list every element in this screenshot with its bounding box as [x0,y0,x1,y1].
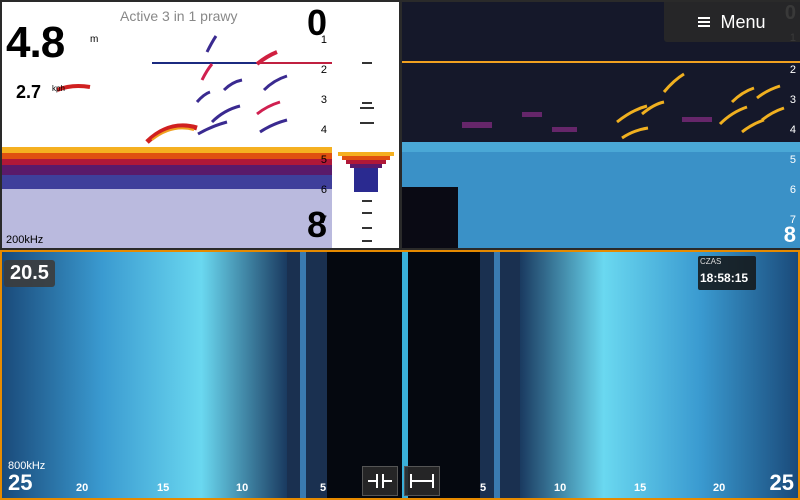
right-scale-tick: 15 [634,482,647,494]
depth-scale-tick: 6 [320,184,327,196]
sidescan-depth-readout: 20.5 [4,260,55,287]
range-top: 0 [306,2,327,43]
downscan-range-bottom: 8 [783,222,796,247]
left-scale-tick: 15 [157,482,170,494]
traditional-sonar-panel[interactable]: Active 3 in 1 prawy 4.8 m 2.7 kph 0 8 20… [2,2,399,248]
sidescan-image [2,252,798,498]
left-scale-tick: 10 [236,482,249,494]
downscan-scale-tick: 2 [789,64,796,76]
depth-scale-tick: 1 [320,34,327,46]
right-scale-tick: 10 [554,482,567,494]
hamburger-icon [698,17,711,27]
menu-label: Menu [720,11,766,32]
right-scale-tick: 5 [480,482,487,494]
sidescan-panel[interactable]: 20.5 CZAS 18:58:15 800kHz 25 25 20 15 10… [0,250,800,500]
depth-readout: 4.8 [6,18,65,67]
right-scale-tick: 20 [713,482,726,494]
menu-button[interactable]: Menu [664,2,800,42]
time-label: CZAS [700,257,722,266]
expand-range-icon [410,474,434,488]
depth-scale-tick: 2 [320,64,327,76]
downscan-scale-tick: 4 [789,124,796,136]
sidescan-frequency: 800kHz [8,460,46,472]
downscan-scale-tick: 7 [789,214,796,226]
downscan-scale-tick: 3 [789,94,796,106]
downscan-panel[interactable]: 0 8 1 2 3 4 5 6 7 Menu [402,2,800,248]
compress-range-icon [368,474,392,488]
downscan-scale-tick: 6 [789,184,796,196]
frequency-label: 200kHz [6,234,44,246]
speed-unit: kph [52,84,65,93]
depth-scale-tick: 7 [320,214,327,226]
depth-scale-tick: 3 [320,94,327,106]
zoom-out-range-button[interactable] [404,466,440,496]
sidescan-range-right: 25 [769,470,794,495]
sonar-image [2,35,394,248]
sonar-source-title: Active 3 in 1 prawy [120,8,238,24]
time-value: 18:58:15 [700,271,749,285]
speed-readout: 2.7 [16,82,42,102]
depth-scale-tick: 5 [320,154,327,166]
depth-scale-tick: 4 [320,124,327,136]
time-widget: CZAS 18:58:15 [698,256,756,290]
downscan-scale-tick: 5 [789,154,796,166]
range-bottom: 8 [306,204,327,245]
left-scale-tick: 5 [320,482,327,494]
zoom-in-range-button[interactable] [362,466,398,496]
sidescan-range-left: 25 [8,470,33,495]
depth-unit: m [90,34,99,45]
left-scale-tick: 20 [76,482,89,494]
